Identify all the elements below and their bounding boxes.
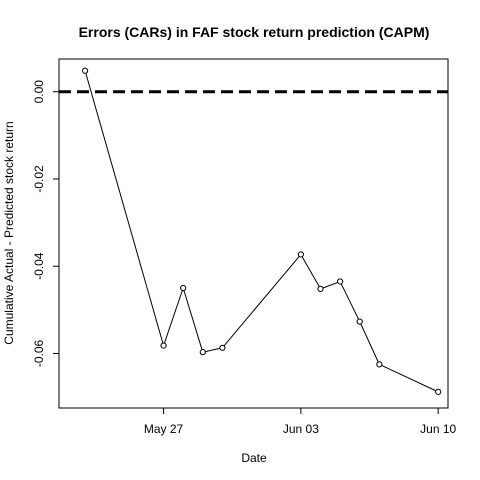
series-segment (223, 256, 300, 347)
data-point (356, 318, 363, 325)
data-point (435, 388, 442, 395)
series-segment (360, 323, 379, 363)
data-point (160, 342, 167, 349)
series-segment (340, 283, 360, 320)
y-tick-label: -0.04 (32, 252, 46, 280)
plot-frame (58, 58, 449, 409)
data-point (180, 284, 187, 292)
series-segment (163, 290, 183, 344)
y-axis-label: Cumulative Actual - Predicted stock retu… (2, 121, 16, 344)
data-point (376, 361, 383, 368)
series-segment (381, 365, 437, 392)
series-segment (183, 290, 203, 350)
x-axis: May 27 Jun 03 Jun 10 (144, 408, 457, 436)
data-point (219, 344, 226, 351)
data-point (337, 278, 344, 285)
data-point (297, 251, 304, 258)
chart-title: Errors (CARs) in FAF stock return predic… (79, 24, 430, 40)
series-segment (205, 347, 220, 353)
data-point (199, 349, 206, 356)
x-axis-label: Date (241, 451, 267, 465)
series-segment (85, 73, 164, 344)
data-point (317, 285, 324, 293)
y-axis: 0.00 -0.02 -0.04 -0.06 (32, 80, 59, 367)
data-point (81, 67, 89, 74)
series-layer (81, 67, 442, 395)
x-tick-label: May 27 (144, 422, 184, 436)
x-tick-label: Jun 03 (283, 422, 319, 436)
y-tick-label: -0.02 (32, 165, 46, 193)
series-segment (301, 256, 320, 287)
series-segment (322, 281, 338, 289)
y-tick-label: 0.00 (32, 80, 46, 104)
x-tick-label: Jun 10 (420, 422, 456, 436)
y-tick-label: -0.06 (32, 339, 46, 367)
